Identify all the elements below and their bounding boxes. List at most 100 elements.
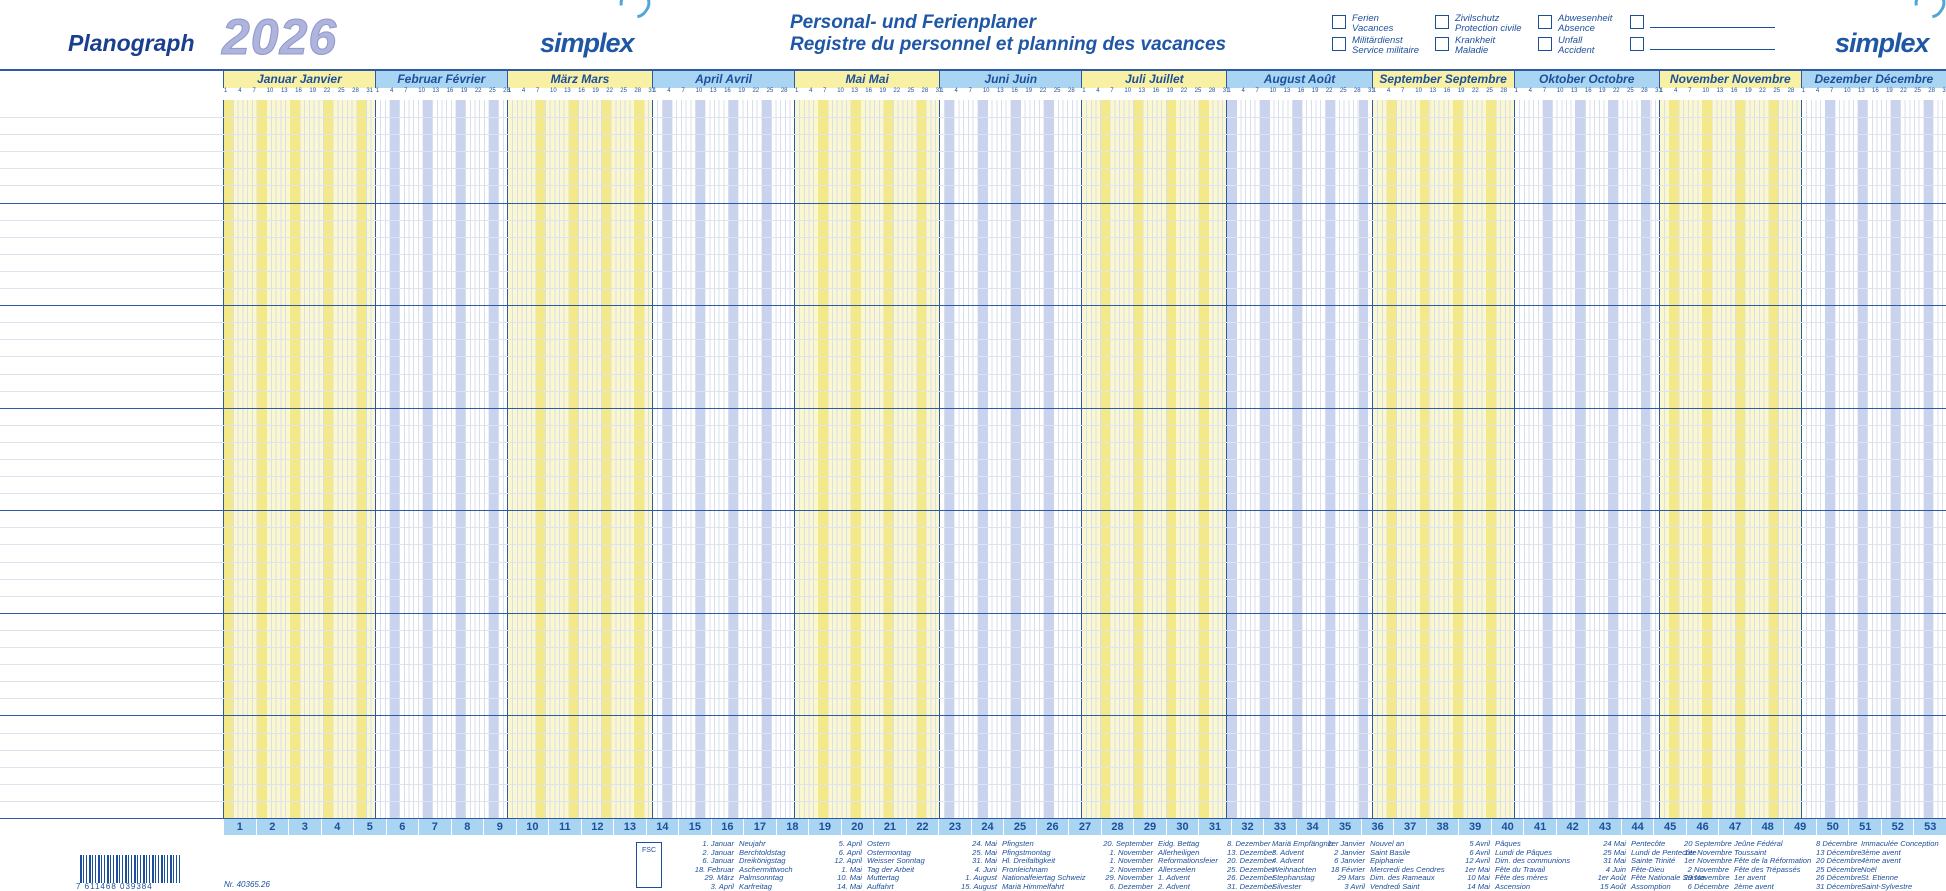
holiday-names: Nouvel an Saint Basile Epiphanie Mercred… (1370, 839, 1445, 891)
week-number: 27 (1068, 819, 1101, 836)
day-number: 28 (503, 88, 510, 94)
week-number: 1 (223, 819, 256, 836)
row-line (0, 134, 1946, 136)
month-header: März Mars (506, 70, 653, 88)
day-number: 1 (1227, 88, 1231, 94)
day-number: 10 (1269, 88, 1277, 94)
simplex-logo: simplex (1835, 28, 1930, 58)
holiday-dates: 20 Septembre 1er Novembre 1er Novembre 2… (1684, 839, 1733, 891)
write-in-line[interactable] (1650, 49, 1775, 50)
row-line (0, 441, 1946, 443)
legend-label: Krankheit Maladie (1455, 36, 1495, 56)
legend-item: Krankheit Maladie (1435, 36, 1495, 56)
row-line (0, 595, 1946, 597)
week-number: 22 (905, 819, 939, 836)
row-line (0, 117, 1946, 119)
holiday-dates: 5. April 6. April 12. April 1. Mai 10. M… (834, 839, 862, 891)
week-number: 31 (1198, 819, 1231, 836)
legend-label: Abwesenheit Absence (1558, 14, 1612, 34)
day-number: 22 (1759, 88, 1766, 94)
holiday-names: Jeûne Fédéral Toussaint Fête de la Réfor… (1734, 839, 1812, 891)
row-line (0, 253, 1946, 255)
day-number: 1 (375, 88, 380, 94)
checkbox[interactable] (1332, 37, 1346, 51)
holiday-dates: 8 Décembre 13 Décembre 20 Décembre 25 Dé… (1816, 839, 1862, 891)
week-number: 29 (1133, 819, 1166, 836)
holiday-dates: 20. September 1. November 1. November 2.… (1103, 839, 1153, 891)
row-line (0, 629, 1946, 631)
day-number: 13 (997, 88, 1004, 94)
day-number: 28 (780, 88, 788, 94)
day-number: 1 (940, 88, 944, 94)
checkbox[interactable] (1630, 37, 1644, 51)
checkbox[interactable] (1538, 15, 1552, 29)
holiday-names: Pentecôte Lundi de Pentecôte Sainte Trin… (1631, 839, 1706, 891)
day-number: 25 (1914, 88, 1921, 94)
week-number: 41 (1523, 819, 1556, 836)
checkbox[interactable] (1435, 15, 1449, 29)
divider (0, 69, 1946, 70)
week-number: 11 (548, 819, 581, 836)
checkbox[interactable] (1332, 15, 1346, 29)
checkbox[interactable] (1435, 37, 1449, 51)
legend-label-fr: Protection civile (1455, 23, 1522, 34)
week-number: 14 (645, 819, 679, 836)
legend-label-fr: Maladie (1455, 45, 1489, 56)
day-number: 1 (653, 88, 657, 94)
day-number: 19 (309, 88, 317, 94)
month-header: August Août (1226, 70, 1372, 88)
day-number: 16 (724, 88, 731, 94)
week-number: 43 (1588, 819, 1621, 836)
day-number: 22 (1900, 88, 1907, 94)
day-number: 19 (879, 88, 887, 94)
legend-custom-item[interactable] (1630, 14, 1775, 29)
day-number: 13 (1138, 88, 1146, 94)
week-number: 30 (1165, 819, 1199, 836)
row-line (0, 800, 1946, 802)
write-in-line[interactable] (1650, 27, 1775, 28)
holiday-names: Neujahr Berchtoldstag Dreikönigstag Asch… (739, 839, 793, 891)
day-number: 16 (1584, 88, 1592, 94)
month-header: Mai Mai (794, 70, 940, 88)
week-number: 44 (1620, 819, 1654, 836)
row-line (0, 373, 1946, 375)
row-line (0, 339, 1946, 341)
day-number: 28 (921, 88, 929, 94)
day-number: 22 (752, 88, 760, 94)
month-header: Juni Juin (939, 70, 1082, 88)
week-number: 48 (1750, 819, 1784, 836)
week-number: 13 (613, 819, 646, 836)
day-number: 28 (1068, 88, 1075, 94)
day-number: 25 (1773, 88, 1781, 94)
legend-label: Militärdienst Service militaire (1352, 36, 1419, 56)
week-number: 2 (255, 819, 289, 836)
week-number: 17 (743, 819, 776, 836)
day-number: 16 (1872, 88, 1879, 94)
day-number: 16 (1443, 88, 1451, 94)
day-number: 22 (1472, 88, 1479, 94)
week-number: 52 (1880, 819, 1914, 836)
day-number: 10 (1843, 88, 1851, 94)
day-number: 4 (809, 88, 813, 94)
day-number: 22 (323, 88, 331, 94)
row-line (0, 493, 1946, 495)
row-line (0, 322, 1946, 324)
day-number: 28 (1353, 88, 1361, 94)
day-number: 13 (280, 88, 288, 94)
day-number: 4 (521, 88, 526, 94)
checkbox[interactable] (1630, 15, 1644, 29)
day-number: 19 (460, 88, 468, 94)
checkbox[interactable] (1538, 37, 1552, 51)
day-number: 19 (1744, 88, 1752, 94)
legend-item: Abwesenheit Absence (1538, 14, 1612, 34)
day-number: 28 (1928, 88, 1935, 94)
day-number: 25 (337, 88, 345, 94)
day-number: 13 (1857, 88, 1865, 94)
day-number: 28 (1500, 88, 1508, 94)
week-number: 4 (320, 819, 354, 836)
day-number: 22 (1180, 88, 1188, 94)
legend-label-de: Ferien (1352, 13, 1379, 24)
row-line (0, 390, 1946, 392)
holiday-names: Ostern Ostermontag Weisser Sonntag Tag d… (867, 839, 925, 891)
legend-custom-item[interactable] (1630, 36, 1775, 51)
